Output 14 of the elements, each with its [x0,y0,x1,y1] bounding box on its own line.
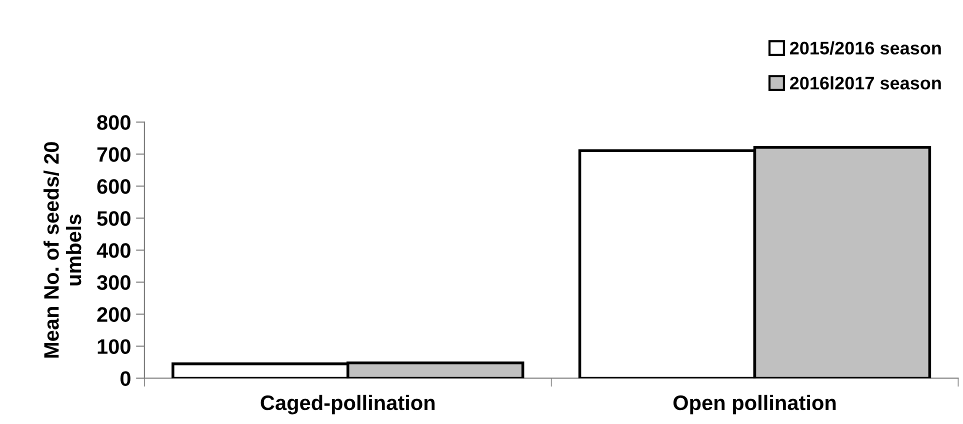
legend-label: 2015/2016 season [790,41,941,55]
y-tick-label: 0 [120,371,130,386]
y-tick-label: 300 [96,275,130,290]
y-axis-title: Mean No. of seeds/ 20 umbels [44,142,82,358]
y-tick-label: 600 [97,179,130,194]
y-tick-label: 800 [97,115,130,130]
y-tick-label: 100 [98,339,130,354]
y-tick-label: 700 [97,147,130,162]
x-tick-label: Caged-pollination [260,394,435,414]
y-tick-label: 500 [97,211,130,226]
legend-label: 2016l2017 season [790,76,941,90]
y-tick-label: 200 [97,307,130,322]
y-tick-label: 400 [96,243,130,258]
x-tick-label: Open pollination [673,394,836,414]
